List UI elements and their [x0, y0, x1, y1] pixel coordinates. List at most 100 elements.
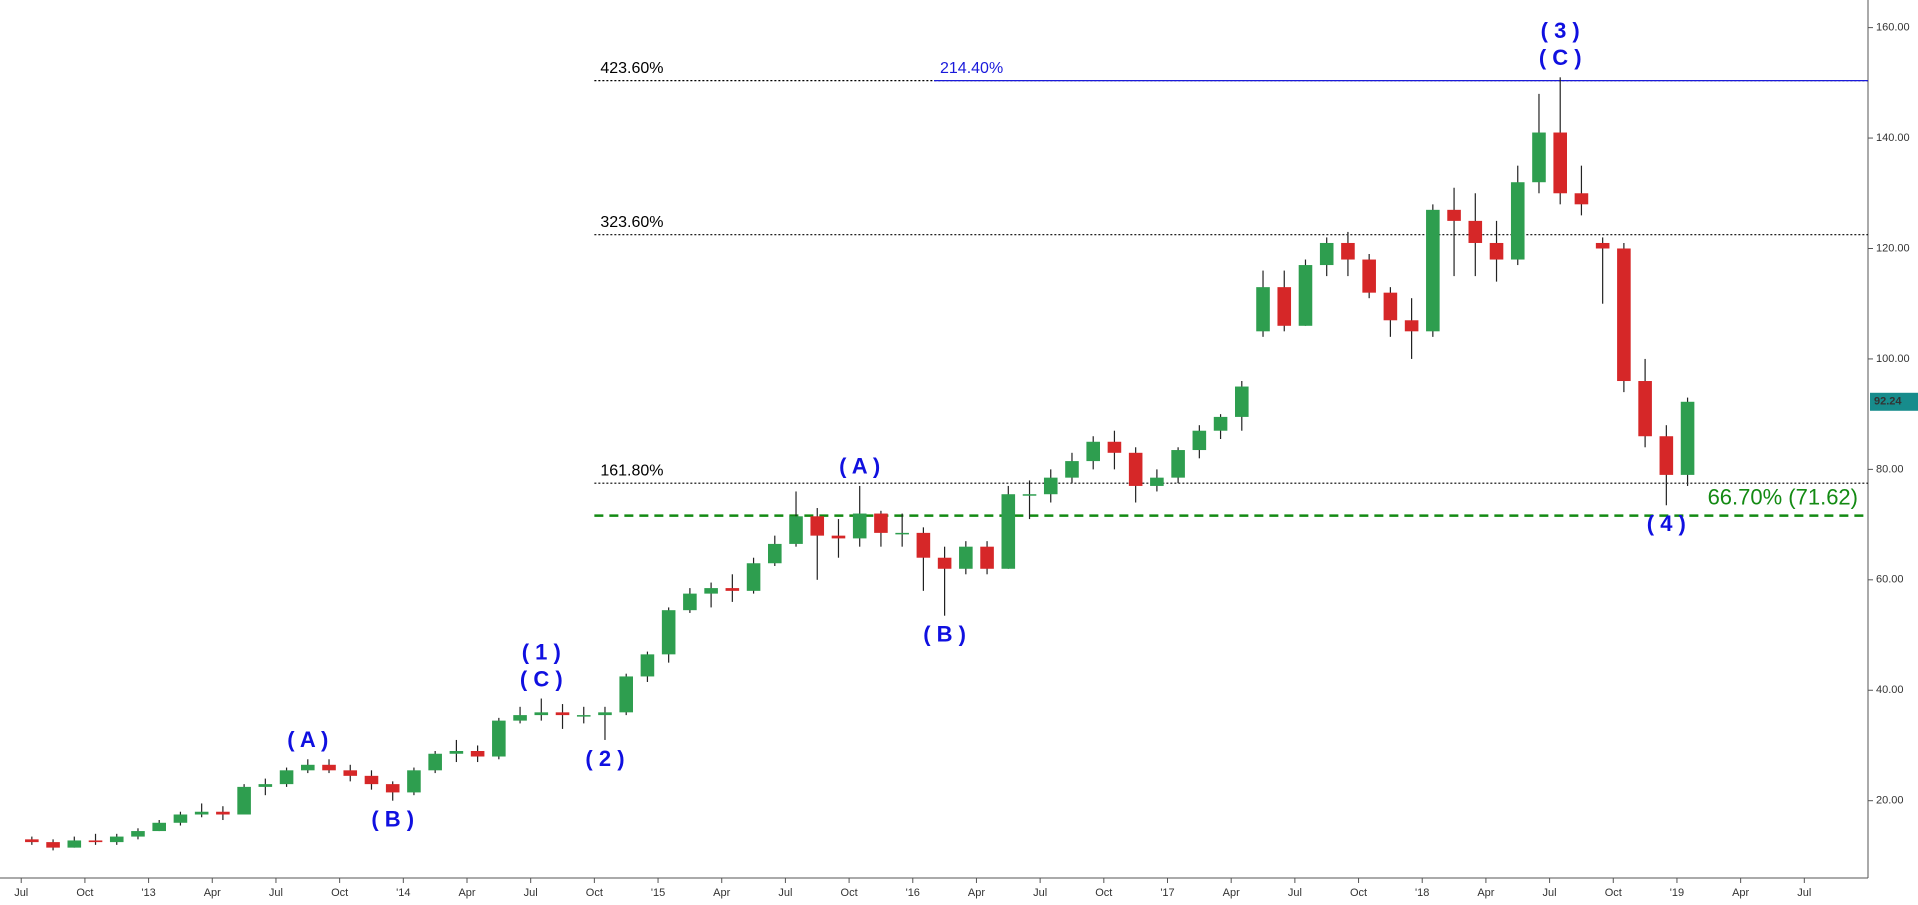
- x-tick-label: Apr: [1732, 887, 1749, 899]
- candle-body: [1341, 242, 1355, 260]
- candle-body: [1447, 209, 1461, 221]
- candle-body: [1107, 441, 1122, 453]
- candle-body: [1001, 494, 1016, 569]
- candle-body: [1638, 381, 1652, 437]
- candle-body: [534, 712, 549, 716]
- candle-body: [109, 836, 124, 843]
- candle-body: [1595, 242, 1610, 249]
- candle-body: [1468, 220, 1483, 243]
- candle-body: [1426, 209, 1440, 332]
- wave-label: ( C ): [520, 666, 563, 691]
- candle-body: [216, 811, 230, 815]
- candle-body: [831, 535, 846, 539]
- x-tick-label: Oct: [586, 887, 603, 899]
- level-label: 214.40%: [940, 60, 1003, 77]
- candle-body: [959, 546, 973, 569]
- candle-body: [937, 557, 952, 569]
- x-tick-label: Apr: [1477, 887, 1494, 899]
- candle-body: [768, 543, 782, 564]
- candle-body: [874, 513, 888, 533]
- candle-body: [1553, 132, 1567, 194]
- x-tick-label: '14: [396, 887, 410, 899]
- x-tick-label: Oct: [1350, 887, 1367, 899]
- candle-body: [1362, 259, 1376, 293]
- candle-body: [683, 593, 697, 611]
- y-tick-label: 120.00: [1876, 242, 1910, 254]
- candle-body: [343, 770, 358, 776]
- x-tick-label: '19: [1670, 887, 1684, 899]
- candle-body: [852, 513, 867, 539]
- candle-body: [1383, 292, 1398, 321]
- candle-body: [619, 676, 633, 713]
- x-tick-label: Jul: [1288, 887, 1302, 899]
- wave-label: ( B ): [371, 807, 414, 832]
- x-tick-label: Apr: [458, 887, 475, 899]
- level-label: 161.80%: [600, 462, 663, 479]
- last-price-box: [1870, 392, 1918, 411]
- x-tick-label: Apr: [713, 887, 730, 899]
- candle-body: [131, 831, 145, 837]
- candle-body: [407, 770, 421, 793]
- x-tick-label: Oct: [331, 887, 348, 899]
- wave-label: ( A ): [839, 454, 880, 479]
- candle-body: [1128, 452, 1143, 486]
- candle-body: [916, 532, 931, 558]
- candle-body: [364, 775, 379, 785]
- candle-body: [237, 786, 251, 815]
- wave-label: ( A ): [287, 727, 328, 752]
- x-tick-label: Jul: [524, 887, 538, 899]
- candle-body: [1659, 436, 1674, 475]
- wave-label: ( B ): [923, 622, 966, 647]
- wave-label: ( 2 ): [585, 746, 624, 771]
- candle-body: [1298, 265, 1313, 326]
- candle-body: [1574, 193, 1589, 205]
- y-tick-label: 20.00: [1876, 795, 1904, 807]
- candle-body: [746, 563, 761, 591]
- wave-label: ( 3 ): [1541, 18, 1580, 43]
- candle-body: [46, 842, 60, 848]
- candle-body: [1043, 477, 1058, 495]
- x-tick-label: Apr: [1223, 887, 1240, 899]
- x-tick-label: Apr: [204, 887, 221, 899]
- last-price-label: 92.24: [1874, 396, 1902, 408]
- candle-body: [1319, 242, 1334, 266]
- x-tick-label: Jul: [14, 887, 28, 899]
- candle-body: [428, 753, 442, 771]
- candle-body: [980, 546, 994, 569]
- y-tick-label: 40.00: [1876, 684, 1904, 696]
- candle-body: [576, 715, 591, 717]
- x-tick-label: '15: [651, 887, 665, 899]
- candle-body: [555, 712, 570, 716]
- x-tick-label: Oct: [76, 887, 93, 899]
- candle-body: [1235, 386, 1249, 417]
- x-tick-label: '17: [1160, 887, 1174, 899]
- x-tick-label: Jul: [778, 887, 792, 899]
- candle-body: [279, 770, 294, 785]
- y-tick-label: 100.00: [1876, 353, 1910, 365]
- candle-body: [449, 750, 464, 754]
- candle-body: [661, 610, 676, 655]
- candle-body: [1192, 430, 1207, 451]
- candle-body: [1404, 320, 1419, 332]
- x-tick-label: '18: [1415, 887, 1429, 899]
- candle-body: [1150, 477, 1164, 486]
- x-tick-label: Jul: [1033, 887, 1047, 899]
- candle-body: [1065, 461, 1079, 478]
- candle-body: [152, 822, 166, 832]
- candle-body: [640, 654, 655, 677]
- y-tick-label: 60.00: [1876, 574, 1904, 586]
- candle-body: [810, 516, 825, 536]
- candle-body: [88, 840, 103, 843]
- candle-body: [1617, 248, 1631, 382]
- y-tick-label: 140.00: [1876, 132, 1910, 144]
- candle-body: [492, 720, 506, 757]
- candle-body: [25, 839, 39, 843]
- x-tick-label: Oct: [841, 887, 858, 899]
- candle-body: [385, 784, 400, 793]
- x-tick-label: Oct: [1095, 887, 1112, 899]
- candle-body: [598, 712, 612, 716]
- candle-body: [1086, 441, 1100, 462]
- candle-body: [1171, 450, 1185, 478]
- x-tick-label: Oct: [1605, 887, 1622, 899]
